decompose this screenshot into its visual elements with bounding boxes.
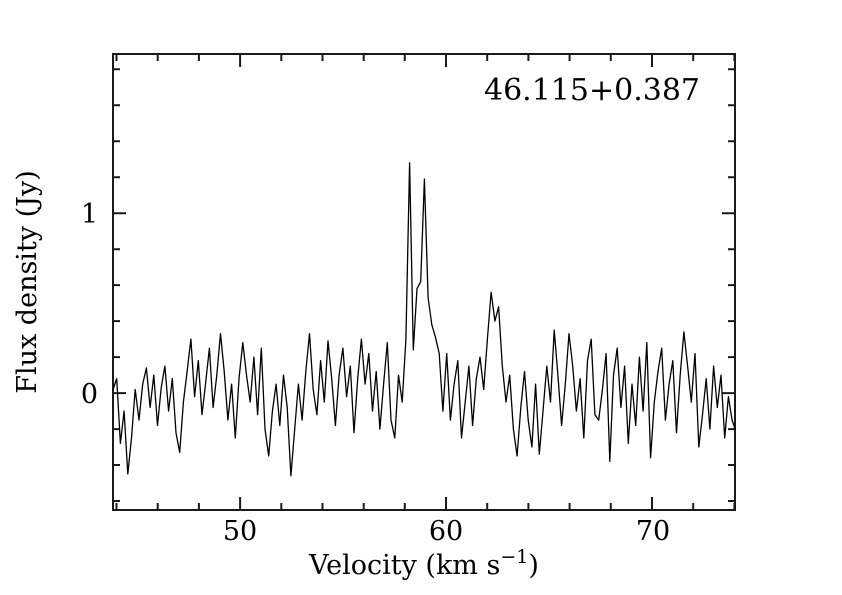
y-tick-label-0: 0: [81, 379, 98, 410]
x-tick-label-50: 50: [223, 516, 257, 547]
x-axis-label-close: ): [528, 550, 539, 581]
axis-ticks: [113, 54, 736, 510]
plot-frame: [112, 53, 736, 511]
x-axis-label-superscript: −1: [500, 546, 528, 568]
source-label: 46.115+0.387: [484, 73, 700, 108]
x-tick-label-60: 60: [429, 516, 463, 547]
y-tick-label-1: 1: [81, 199, 98, 230]
x-axis-label-main: Velocity (km s: [308, 550, 500, 581]
x-tick-label-70: 70: [636, 516, 670, 547]
y-axis-label: Flux density (Jy): [12, 170, 43, 394]
spectrum-line: [112, 162, 736, 477]
x-axis-label: Velocity (km s−1): [308, 546, 539, 581]
